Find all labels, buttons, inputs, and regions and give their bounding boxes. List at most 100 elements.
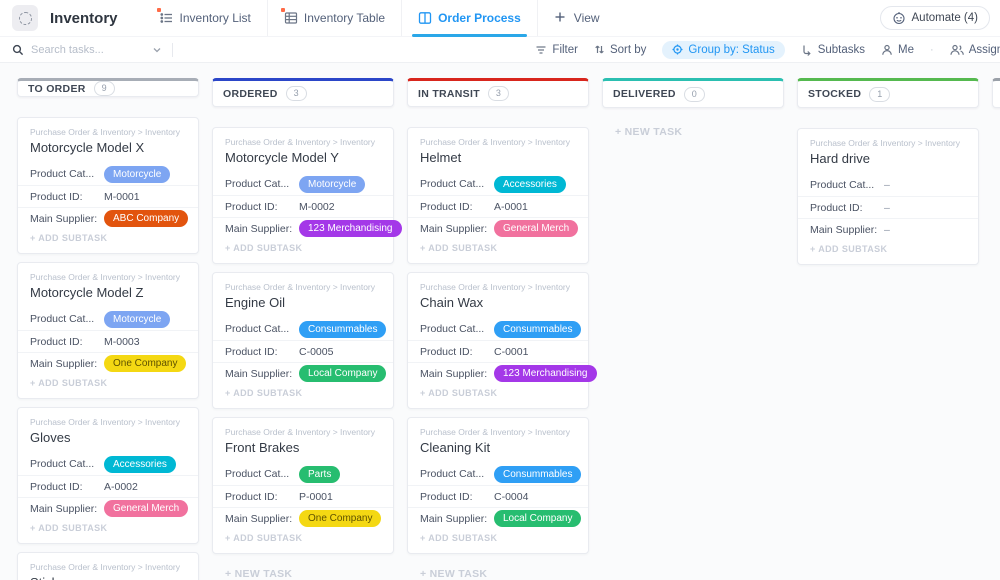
task-card[interactable]: Purchase Order & Inventory > Inventory St… — [17, 552, 199, 580]
column-header[interactable]: ORDERED 3 — [212, 78, 394, 107]
column-name: STOCKED — [808, 88, 862, 100]
automate-button[interactable]: Automate (4) — [879, 6, 990, 30]
card-field-row: Product ID: P-0001 — [213, 485, 393, 507]
assignees-button[interactable]: Assignee — [950, 44, 1000, 56]
tab-inventory-list[interactable]: Inventory List — [144, 0, 267, 36]
task-card[interactable]: Purchase Order & Inventory > Inventory Fr… — [212, 417, 394, 554]
category-tag-pill[interactable]: Motorcycle — [299, 175, 366, 193]
category-tag-pill[interactable]: Accessories — [494, 175, 566, 193]
search-placeholder: Search tasks... — [31, 43, 104, 56]
category-tag-pill[interactable]: Consummables — [299, 320, 387, 338]
product-id-field-label: Product ID: — [225, 490, 278, 503]
supplier-tag-pill[interactable]: ABC Company — [104, 210, 189, 227]
supplier-tag-pill[interactable]: General Merch — [104, 500, 189, 517]
filter-label: Filter — [552, 43, 578, 56]
add-subtask-button[interactable]: + ADD SUBTASK — [420, 243, 498, 253]
category-tag-pill[interactable]: Consummables — [494, 320, 582, 338]
board-column-stocked: STOCKED 1 Purchase Order & Inventory > Inv… — [797, 78, 979, 580]
supplier-field-label: Main Supplier: — [810, 223, 878, 236]
group-by-icon — [672, 44, 683, 55]
task-card[interactable]: Purchase Order & Inventory > Inventory Ch… — [407, 272, 597, 409]
task-card[interactable]: Purchase Order & Inventory > Inventory Gl… — [17, 407, 199, 544]
product-id-value: C-0001 — [494, 345, 529, 358]
new-task-button[interactable]: + NEW TASK — [225, 568, 293, 580]
supplier-tag-pill[interactable]: One Company — [104, 355, 187, 372]
add-subtask-button[interactable]: + ADD SUBTASK — [420, 533, 498, 543]
supplier-tag-pill[interactable]: 123 Merchandising — [299, 220, 402, 237]
supplier-tag-pill[interactable]: General Merch — [494, 220, 579, 237]
column-cards: Purchase Order & Inventory > Inventory Mo… — [17, 117, 199, 580]
sort-icon — [594, 44, 605, 55]
add-subtask-button[interactable]: + ADD SUBTASK — [30, 378, 108, 388]
task-card[interactable]: Purchase Order & Inventory > Inventory He… — [407, 127, 589, 264]
tab-inventory-table[interactable]: Inventory Table — [266, 0, 401, 36]
subtasks-icon — [801, 44, 813, 56]
task-title[interactable]: Front Brakes — [225, 440, 300, 455]
tab-order-process[interactable]: Order Process — [401, 0, 537, 37]
task-title[interactable]: Motorcycle Model Y — [225, 150, 339, 165]
add-subtask-button[interactable]: + ADD SUBTASK — [420, 388, 498, 398]
category-field-label: Product Cat... — [225, 178, 290, 190]
card-field-row: Product Cat... Consummables — [213, 318, 393, 340]
board-column-ordered: ORDERED 3 Purchase Order & Inventory > Inv… — [212, 78, 402, 580]
space-avatar[interactable] — [12, 5, 38, 31]
add-subtask-button[interactable]: + ADD SUBTASK — [810, 244, 888, 254]
column-header[interactable]: TO ORDER 9 — [17, 78, 199, 97]
breadcrumb: Purchase Order & Inventory > Inventory — [420, 137, 571, 147]
add-subtask-button[interactable]: + ADD SUBTASK — [225, 388, 303, 398]
category-tag-pill[interactable]: Consummables — [494, 465, 582, 483]
task-title[interactable]: Motorcycle Model X — [30, 140, 145, 155]
add-subtask-button[interactable]: + ADD SUBTASK — [30, 233, 108, 243]
product-id-empty-value: – — [884, 201, 890, 214]
me-button[interactable]: Me — [881, 44, 914, 56]
task-title[interactable]: Helmet — [420, 150, 462, 165]
task-card[interactable]: Purchase Order & Inventory > Inventory Mo… — [17, 117, 199, 254]
supplier-tag-pill[interactable]: Local Company — [494, 510, 582, 527]
task-card[interactable]: Purchase Order & Inventory > Inventory Mo… — [17, 262, 199, 399]
category-field-label: Product Cat... — [30, 458, 95, 470]
task-title[interactable]: Chain Wax — [420, 295, 484, 310]
board-column-in-transit: IN TRANSIT 3 Purchase Order & Inventory > … — [407, 78, 597, 580]
column-header[interactable]: DELIVERED 0 — [602, 78, 784, 108]
filter-button[interactable]: Filter — [535, 44, 578, 56]
breadcrumb: Purchase Order & Inventory > Inventory — [810, 138, 961, 148]
task-card[interactable]: Purchase Order & Inventory > Inventory Cl… — [407, 417, 589, 554]
category-field-label: Product Cat... — [810, 179, 875, 191]
add-subtask-button[interactable]: + ADD SUBTASK — [225, 243, 303, 253]
product-id-field-label: Product ID: — [30, 190, 83, 203]
tab-add-view[interactable]: View — [536, 0, 616, 36]
new-task-button[interactable]: + NEW TASK — [615, 126, 683, 138]
sort-button[interactable]: Sort by — [594, 44, 646, 56]
group-by-button[interactable]: Group by: Status — [662, 40, 785, 59]
subtasks-label: Subtasks — [817, 43, 866, 56]
new-task-button[interactable]: + NEW TASK — [420, 568, 488, 580]
task-title[interactable]: Gloves — [30, 430, 71, 445]
supplier-tag-pill[interactable]: 123 Merchandising — [494, 365, 597, 382]
task-title[interactable]: Stickers — [30, 574, 186, 580]
category-tag-pill[interactable]: Motorcycle — [104, 165, 171, 183]
add-subtask-button[interactable]: + ADD SUBTASK — [30, 523, 108, 533]
column-header[interactable] — [992, 78, 1000, 108]
category-tag-pill[interactable]: Parts — [299, 465, 341, 483]
chevron-down-icon[interactable] — [152, 45, 162, 55]
supplier-tag-pill[interactable]: Local Company — [299, 365, 387, 382]
task-title[interactable]: Cleaning Kit — [420, 440, 491, 455]
column-header[interactable]: IN TRANSIT 3 — [407, 78, 589, 107]
category-tag-pill[interactable]: Accessories — [104, 455, 176, 473]
card-field-row: Product ID: M-0001 — [18, 185, 198, 207]
task-title[interactable]: Engine Oil — [225, 295, 285, 310]
task-card[interactable]: Purchase Order & Inventory > Inventory En… — [212, 272, 394, 409]
breadcrumb: Purchase Order & Inventory > Inventory — [420, 427, 571, 437]
column-cards: Purchase Order & Inventory > Inventory Ha… — [797, 128, 979, 273]
task-card[interactable]: Purchase Order & Inventory > Inventory Ha… — [797, 128, 979, 265]
supplier-tag-pill[interactable]: One Company — [299, 510, 382, 527]
category-tag-pill[interactable]: Motorcycle — [104, 310, 171, 328]
search-input[interactable]: Search tasks... — [12, 44, 162, 56]
subtasks-button[interactable]: Subtasks — [801, 44, 865, 56]
column-header[interactable]: STOCKED 1 — [797, 78, 979, 108]
add-subtask-button[interactable]: + ADD SUBTASK — [225, 533, 303, 543]
task-title[interactable]: Hard drive — [810, 151, 870, 166]
task-card[interactable]: Purchase Order & Inventory > Inventory Mo… — [212, 127, 402, 264]
task-title[interactable]: Motorcycle Model Z — [30, 285, 144, 300]
product-id-field-label: Product ID: — [225, 345, 278, 358]
